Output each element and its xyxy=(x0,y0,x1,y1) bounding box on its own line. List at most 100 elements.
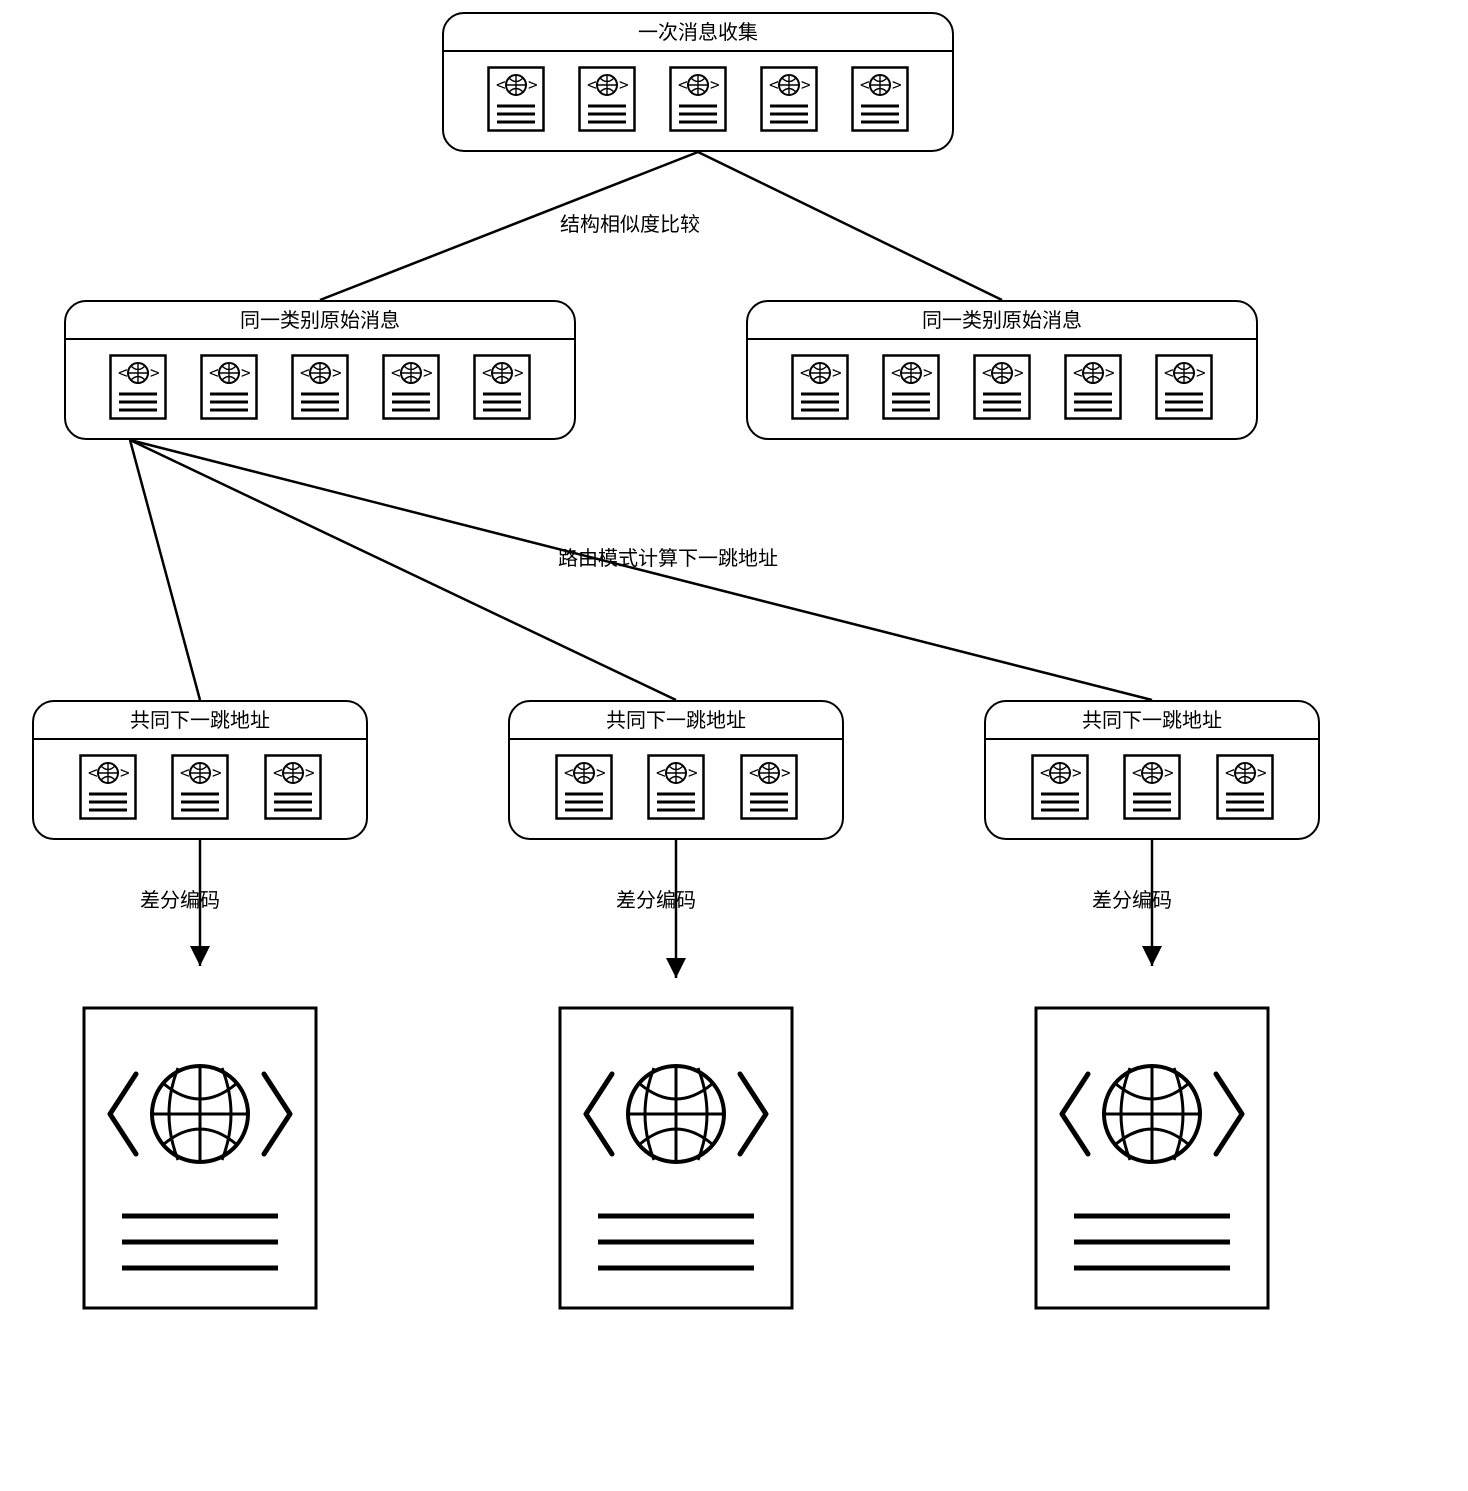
node-icons-row: < > < > < > xyxy=(510,740,842,836)
svg-text:>: > xyxy=(1257,763,1267,782)
node-icons-row: < > < > < > < > < > xyxy=(66,340,574,436)
svg-text:<: < xyxy=(1164,363,1174,382)
svg-text:>: > xyxy=(120,763,130,782)
edge-label: 结构相似度比较 xyxy=(560,208,700,237)
xml-doc-icon: < > xyxy=(473,354,531,420)
xml-doc-icon: < > xyxy=(79,754,137,820)
svg-text:<: < xyxy=(209,363,219,382)
svg-text:>: > xyxy=(892,75,902,94)
svg-text:>: > xyxy=(710,75,720,94)
svg-text:<: < xyxy=(860,75,870,94)
svg-text:>: > xyxy=(801,75,811,94)
svg-text:>: > xyxy=(832,363,842,382)
svg-text:<: < xyxy=(749,763,759,782)
xml-doc-icon: < > xyxy=(791,354,849,420)
xml-doc-icon: < > xyxy=(1216,754,1274,820)
svg-text:>: > xyxy=(241,363,251,382)
svg-text:>: > xyxy=(332,363,342,382)
svg-text:<: < xyxy=(118,363,128,382)
svg-text:<: < xyxy=(273,763,283,782)
xml-doc-icon: < > xyxy=(1155,354,1213,420)
svg-text:<: < xyxy=(482,363,492,382)
xml-doc-icon: < > xyxy=(669,66,727,132)
svg-text:<: < xyxy=(769,75,779,94)
xml-doc-icon: < > xyxy=(291,354,349,420)
svg-text:<: < xyxy=(1132,763,1142,782)
svg-text:>: > xyxy=(514,363,524,382)
svg-text:<: < xyxy=(1073,363,1083,382)
edge-label: 路由模式计算下一跳地址 xyxy=(558,542,778,571)
arrow-label: 差分编码 xyxy=(1092,884,1172,913)
node-title: 一次消息收集 xyxy=(444,14,952,52)
svg-text:<: < xyxy=(180,763,190,782)
node-icons-row: < > < > < > xyxy=(986,740,1318,836)
svg-text:>: > xyxy=(423,363,433,382)
xml-doc-icon: < > xyxy=(851,66,909,132)
svg-text:>: > xyxy=(305,763,315,782)
xml-doc-large-icon xyxy=(1034,1006,1270,1310)
svg-text:>: > xyxy=(1196,363,1206,382)
svg-text:>: > xyxy=(1014,363,1024,382)
svg-text:>: > xyxy=(150,363,160,382)
xml-doc-icon: < > xyxy=(1123,754,1181,820)
svg-text:>: > xyxy=(1105,363,1115,382)
xml-doc-icon: < > xyxy=(1064,354,1122,420)
xml-doc-icon: < > xyxy=(1031,754,1089,820)
arrow-label: 差分编码 xyxy=(616,884,696,913)
xml-doc-icon: < > xyxy=(882,354,940,420)
svg-text:<: < xyxy=(391,363,401,382)
svg-text:>: > xyxy=(781,763,791,782)
node-title: 共同下一跳地址 xyxy=(34,702,366,740)
output-document xyxy=(82,1006,318,1315)
node-n1: 同一类别原始消息 < > < > < > < > < xyxy=(64,300,576,440)
svg-text:<: < xyxy=(587,75,597,94)
node-title: 共同下一跳地址 xyxy=(510,702,842,740)
node-title: 同一类别原始消息 xyxy=(748,302,1256,340)
svg-text:<: < xyxy=(1225,763,1235,782)
svg-text:<: < xyxy=(982,363,992,382)
svg-text:>: > xyxy=(596,763,606,782)
xml-doc-icon: < > xyxy=(487,66,545,132)
svg-text:<: < xyxy=(496,75,506,94)
svg-text:>: > xyxy=(528,75,538,94)
svg-text:<: < xyxy=(800,363,810,382)
xml-doc-icon: < > xyxy=(171,754,229,820)
node-n4: 共同下一跳地址 < > < > < > xyxy=(508,700,844,840)
node-icons-row: < > < > < > < > < > xyxy=(444,52,952,148)
xml-doc-icon: < > xyxy=(578,66,636,132)
xml-doc-icon: < > xyxy=(555,754,613,820)
xml-doc-icon: < > xyxy=(973,354,1031,420)
svg-text:<: < xyxy=(1040,763,1050,782)
arrow-label: 差分编码 xyxy=(140,884,220,913)
svg-text:<: < xyxy=(678,75,688,94)
node-n0: 一次消息收集 < > < > < > < > < xyxy=(442,12,954,152)
node-icons-row: < > < > < > xyxy=(34,740,366,836)
xml-doc-icon: < > xyxy=(264,754,322,820)
diagram-canvas: 一次消息收集 < > < > < > < > < xyxy=(0,0,1468,1491)
svg-text:<: < xyxy=(564,763,574,782)
output-document xyxy=(558,1006,794,1315)
svg-text:>: > xyxy=(688,763,698,782)
node-title: 同一类别原始消息 xyxy=(66,302,574,340)
svg-text:<: < xyxy=(656,763,666,782)
svg-text:>: > xyxy=(212,763,222,782)
xml-doc-large-icon xyxy=(558,1006,794,1310)
node-n5: 共同下一跳地址 < > < > < > xyxy=(984,700,1320,840)
svg-text:>: > xyxy=(1164,763,1174,782)
svg-text:>: > xyxy=(923,363,933,382)
svg-text:<: < xyxy=(300,363,310,382)
xml-doc-icon: < > xyxy=(382,354,440,420)
xml-doc-icon: < > xyxy=(647,754,705,820)
node-n3: 共同下一跳地址 < > < > < > xyxy=(32,700,368,840)
svg-text:<: < xyxy=(88,763,98,782)
node-n2: 同一类别原始消息 < > < > < > < > < xyxy=(746,300,1258,440)
xml-doc-large-icon xyxy=(82,1006,318,1310)
svg-text:<: < xyxy=(891,363,901,382)
svg-text:>: > xyxy=(619,75,629,94)
node-icons-row: < > < > < > < > < > xyxy=(748,340,1256,436)
output-document xyxy=(1034,1006,1270,1315)
edge-line xyxy=(698,152,1002,300)
xml-doc-icon: < > xyxy=(109,354,167,420)
xml-doc-icon: < > xyxy=(760,66,818,132)
edge-line xyxy=(130,440,200,700)
